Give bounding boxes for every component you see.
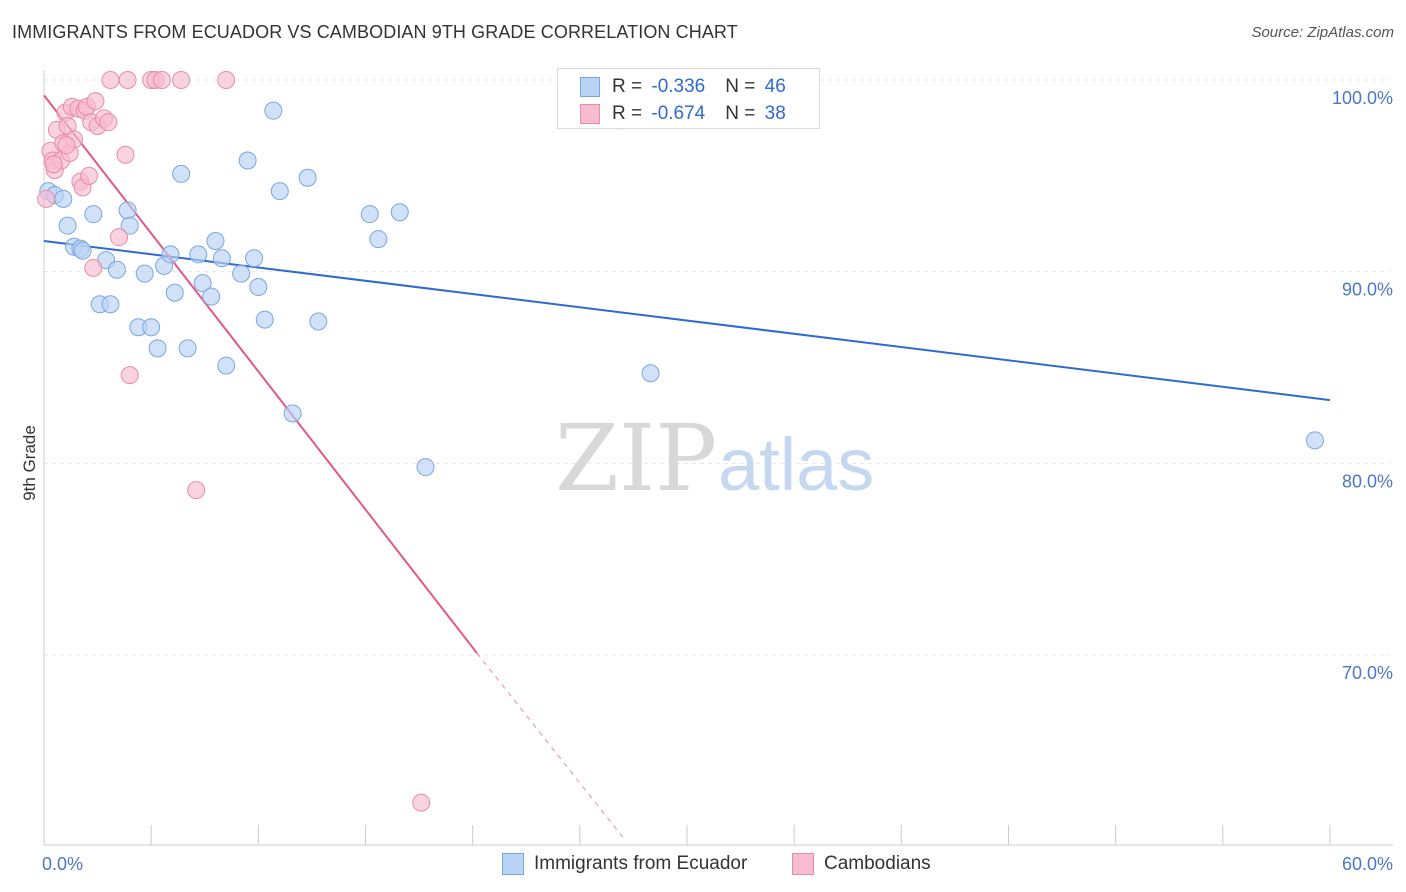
y-axis-title: 9th Grade — [20, 425, 39, 501]
ecuador-point — [232, 264, 251, 283]
watermark-atlas: atlas — [718, 423, 874, 506]
ecuador-point — [249, 278, 268, 296]
legend-n-value: 46 — [764, 76, 786, 97]
cambodian-point — [152, 71, 171, 89]
bottom-legend-cambodians: Cambodians — [792, 852, 931, 876]
y-tick-label: 80.0% — [1342, 471, 1393, 491]
legend-n-label: N = — [725, 76, 761, 97]
axis-layer — [43, 70, 1393, 846]
watermark: ZIP atlas — [555, 405, 874, 512]
ecuador-point — [135, 264, 154, 283]
legend-n-value: 38 — [764, 103, 786, 124]
ecuador-point — [101, 295, 120, 314]
ecuador-point — [298, 168, 317, 187]
cambodian-point — [80, 166, 99, 185]
ecuador-point — [217, 356, 236, 375]
ecuador-point — [165, 283, 184, 302]
cambodian-point — [44, 155, 63, 174]
bottom-legend-ecuador: Immigrants from Ecuador — [502, 852, 747, 876]
y-tick-label: 90.0% — [1342, 280, 1393, 300]
ecuador-point — [107, 260, 126, 279]
ecuador-point — [172, 164, 191, 183]
cambodian-trendline — [43, 94, 478, 654]
cambodian-point — [110, 228, 129, 247]
y-tick-label: 100.0% — [1332, 88, 1393, 108]
ecuador-point — [283, 404, 302, 423]
ecuador-point — [142, 318, 161, 337]
y-tick-label: 70.0% — [1342, 663, 1393, 683]
ecuador-point — [120, 216, 139, 235]
chart-title: IMMIGRANTS FROM ECUADOR VS CAMBODIAN 9TH… — [12, 22, 738, 42]
ecuador-point — [189, 245, 208, 264]
cambodian-trendline-extension — [476, 652, 624, 838]
ecuador-point — [54, 189, 73, 208]
ecuador-point — [255, 310, 274, 329]
cambodian-point — [217, 71, 236, 89]
bottom-legend-swatch-ecuador — [502, 853, 524, 875]
ecuador-point — [193, 274, 212, 293]
ecuador-trendline — [43, 240, 1331, 402]
ecuador-point — [212, 249, 231, 268]
watermark-zip: ZIP — [555, 405, 717, 512]
cambodian-point — [116, 145, 135, 164]
ecuador-point — [641, 364, 660, 383]
ecuador-point — [73, 241, 92, 260]
cambodian-point — [412, 793, 431, 812]
legend-r-value: -0.336 — [651, 76, 706, 97]
cambodian-point — [84, 258, 103, 277]
ecuador-point — [1305, 431, 1324, 450]
ecuador-point — [264, 101, 283, 120]
ecuador-point — [245, 249, 264, 268]
ecuador-point — [202, 287, 221, 306]
legend-row-ecuador: R = -0.336 N = 46 — [580, 75, 786, 99]
correlation-legend: R = -0.336 N = 46 R = -0.674 N = 38 — [557, 68, 820, 129]
x-tick-label: 0.0% — [42, 854, 83, 874]
cambodian-point — [172, 71, 191, 89]
ecuador-point — [270, 182, 289, 201]
points-layer — [37, 71, 1324, 812]
cambodian-point — [37, 189, 56, 208]
ecuador-point — [369, 230, 388, 249]
bottom-legend-label-cambodians: Cambodians — [824, 853, 931, 874]
cambodian-point — [187, 481, 206, 500]
ecuador-point — [390, 203, 409, 222]
chart-source: Source: ZipAtlas.com — [1251, 24, 1394, 41]
trend-layer — [43, 94, 1331, 838]
cambodian-point — [118, 71, 137, 89]
x-tick-label: 60.0% — [1342, 854, 1393, 874]
ecuador-point — [161, 245, 180, 264]
cambodian-point — [86, 92, 105, 111]
legend-r-value: -0.674 — [651, 103, 706, 124]
ecuador-point — [238, 151, 257, 170]
ecuador-point — [416, 458, 435, 477]
ecuador-point — [178, 339, 197, 358]
ecuador-point — [309, 312, 328, 331]
cambodian-point — [120, 366, 139, 385]
legend-row-cambodians: R = -0.674 N = 38 — [580, 102, 786, 126]
bottom-legend-label-ecuador: Immigrants from Ecuador — [534, 853, 748, 874]
cambodian-point — [57, 136, 76, 155]
ecuador-point — [58, 216, 77, 235]
ecuador-point — [360, 205, 379, 224]
legend-n-label: N = — [725, 103, 761, 124]
cambodian-point — [99, 113, 118, 132]
bottom-legend-swatch-cambodians — [792, 853, 814, 875]
tick-label-layer: 100.0% 90.0% 80.0% 70.0% 0.0% 60.0% — [42, 88, 1393, 874]
legend-swatch-cambodians — [580, 104, 600, 124]
ecuador-point — [206, 232, 225, 250]
legend-swatch-ecuador — [580, 77, 600, 97]
legend-r-label: R = — [612, 76, 648, 97]
ecuador-point — [84, 205, 103, 224]
ecuador-point — [148, 339, 167, 358]
ecuador-point — [118, 201, 137, 220]
legend-r-label: R = — [612, 103, 648, 124]
cambodian-point — [101, 71, 120, 89]
